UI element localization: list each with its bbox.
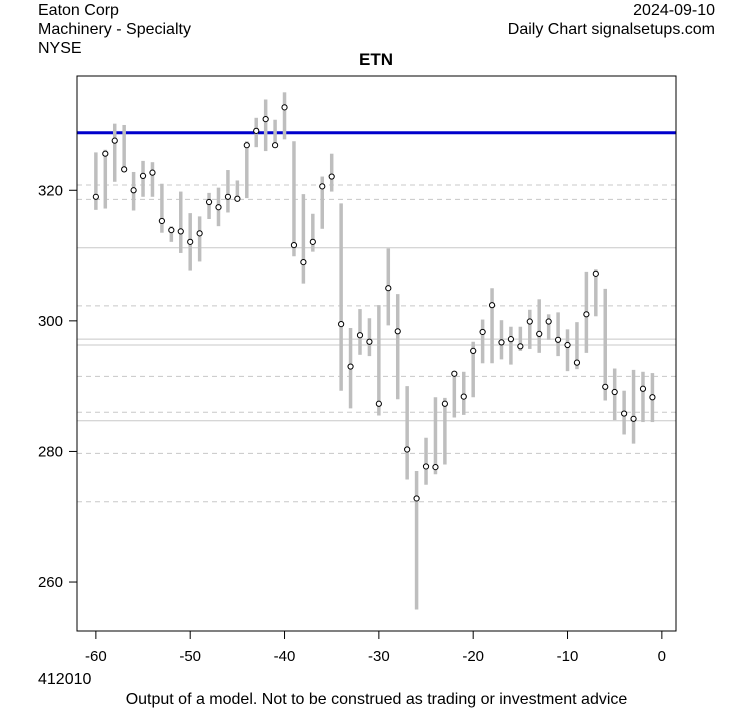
- close-point: [319, 183, 326, 190]
- close-point: [507, 336, 515, 343]
- industry-label: Machinery - Specialty: [38, 21, 191, 38]
- x-tick-label: -50: [179, 648, 201, 665]
- close-point: [413, 495, 420, 502]
- close-point: [347, 363, 354, 370]
- disclaimer: Output of a model. Not to be construed a…: [125, 691, 628, 708]
- close-point: [92, 193, 99, 200]
- close-point: [205, 198, 213, 206]
- close-point: [243, 142, 250, 149]
- close-point: [394, 328, 401, 335]
- close-point: [338, 321, 345, 328]
- close-point: [479, 328, 486, 336]
- close-point: [139, 172, 147, 179]
- reference-lines: [77, 131, 676, 503]
- close-point: [583, 311, 590, 318]
- close-point: [290, 242, 298, 249]
- y-tick-label: 280: [38, 443, 63, 460]
- close-point: [621, 410, 628, 417]
- close-point: [441, 400, 448, 407]
- close-point: [592, 270, 599, 277]
- chart-source: Daily Chart signalsetups.com: [507, 21, 715, 38]
- close-point: [149, 169, 156, 176]
- close-point: [602, 383, 609, 390]
- close-point: [196, 230, 203, 237]
- close-point: [375, 400, 382, 407]
- close-point: [366, 338, 373, 345]
- close-point: [300, 258, 307, 266]
- x-tick-label: -40: [274, 648, 296, 665]
- close-point: [253, 127, 260, 134]
- close-point: [404, 446, 411, 453]
- close-point: [488, 302, 496, 309]
- close-point: [385, 285, 392, 292]
- x-tick-label: -10: [557, 648, 579, 665]
- close-point: [470, 347, 477, 354]
- close-point: [215, 204, 222, 211]
- y-tick-label: 260: [38, 574, 63, 591]
- close-point: [187, 238, 194, 245]
- close-point: [168, 226, 175, 234]
- close-point: [649, 394, 656, 401]
- close-point: [271, 142, 279, 149]
- close-point: [281, 104, 288, 111]
- close-point: [224, 193, 232, 200]
- close-point: [639, 385, 647, 392]
- y-tick-label: 320: [38, 182, 63, 199]
- close-point: [102, 150, 109, 157]
- close-point: [536, 330, 543, 338]
- close-point: [328, 173, 335, 180]
- y-axis: 260 280 300 320: [38, 182, 78, 591]
- close-point: [611, 388, 618, 396]
- x-tick-label: -60: [85, 648, 107, 665]
- close-point: [111, 137, 118, 144]
- company-name: Eaton Corp: [38, 2, 119, 19]
- y-tick-label: 300: [38, 313, 63, 330]
- close-point: [573, 359, 581, 366]
- close-point: [121, 166, 128, 173]
- range-bars: [94, 92, 655, 610]
- close-point: [234, 195, 241, 202]
- close-point: [554, 336, 562, 343]
- chart-title: ETN: [359, 50, 393, 69]
- close-point: [460, 393, 467, 400]
- close-dots: [92, 104, 656, 502]
- chart-date: 2024-09-10: [633, 2, 715, 19]
- x-tick-label: 0: [658, 648, 666, 665]
- x-tick-label: -30: [368, 648, 390, 665]
- close-point: [545, 318, 552, 325]
- close-point: [262, 115, 269, 123]
- x-axis: -60 -50 -40 -30 -20 -10 0: [85, 630, 666, 665]
- close-point: [564, 341, 571, 349]
- model-code: 412010: [38, 671, 92, 688]
- close-point: [526, 318, 533, 325]
- close-point: [130, 187, 137, 194]
- close-point: [158, 217, 165, 225]
- close-point: [498, 339, 505, 346]
- exchange-label: NYSE: [38, 40, 82, 57]
- x-tick-label: -20: [462, 648, 484, 665]
- plot-frame: [76, 75, 677, 632]
- close-point: [309, 238, 316, 245]
- close-point: [630, 415, 637, 422]
- close-point: [422, 463, 430, 470]
- close-point: [356, 332, 364, 339]
- close-point: [451, 370, 458, 377]
- close-point: [517, 343, 524, 350]
- close-point: [177, 228, 184, 235]
- close-point: [432, 464, 439, 471]
